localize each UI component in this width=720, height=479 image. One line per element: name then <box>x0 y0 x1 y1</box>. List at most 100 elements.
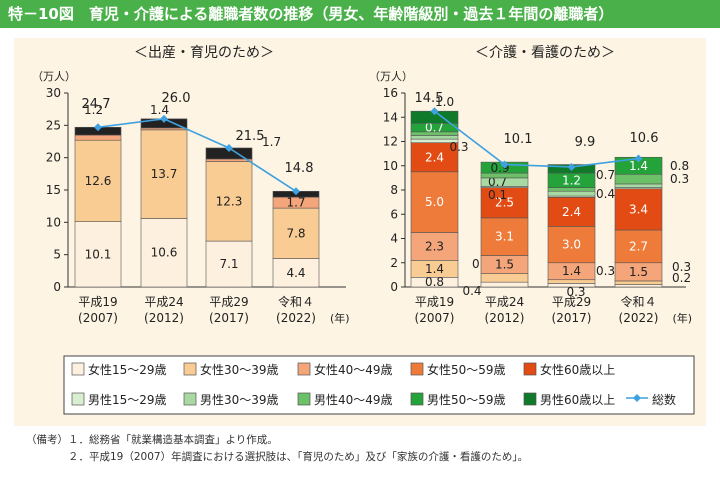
x-tick-label: 平成24 <box>485 295 524 309</box>
data-label: 3.1 <box>495 230 514 244</box>
total-point <box>292 187 300 196</box>
data-label: 0.7 <box>488 175 507 189</box>
bar-segment <box>547 187 596 192</box>
data-label: 0.3 <box>449 140 468 154</box>
bar-segment <box>410 171 459 233</box>
legend-swatch <box>410 392 424 406</box>
bar-segment <box>547 226 596 264</box>
total-line <box>434 110 639 168</box>
data-label: 3.0 <box>562 238 581 252</box>
y-tick-label: 14 <box>383 110 398 124</box>
total-label: 14.8 <box>285 161 314 176</box>
note-2: ２．平成19（2007）年調査における選択肢は、「育児のため」及び「家族の介護・… <box>26 451 529 463</box>
data-label: 5.0 <box>425 195 444 209</box>
x-tick-label: 平成19 <box>415 295 454 309</box>
data-label: 0.3 <box>596 264 615 278</box>
legend-label: 男性30～39歳 <box>200 393 279 407</box>
x-tick-label: 平成29 <box>209 295 248 309</box>
y-tick-label: 30 <box>46 86 61 100</box>
legend-swatch <box>523 392 537 406</box>
bar-segment <box>410 135 459 140</box>
bar-segment <box>547 190 596 197</box>
y-tick-label: 10 <box>46 215 61 229</box>
data-label: 2.3 <box>425 239 444 253</box>
x-tick-label: (2012) <box>144 311 184 325</box>
total-line <box>97 118 297 192</box>
x-tick-label: (2022) <box>619 311 659 325</box>
data-label: 0.4 <box>462 284 481 298</box>
x-tick-label: (2007) <box>78 311 118 325</box>
legend-label: 男性40～49歳 <box>314 393 393 407</box>
total-label: 9.9 <box>575 135 596 150</box>
note-1: （備考）１．総務省「就業構造基本調査」より作成。 <box>26 434 278 446</box>
y-axis-label: （万人） <box>369 70 413 83</box>
data-label: 0.4 <box>596 187 615 201</box>
y-tick-label: 25 <box>46 118 61 132</box>
data-label: 0.2 <box>672 271 691 285</box>
total-point <box>567 162 576 171</box>
data-label: 4.4 <box>286 266 305 280</box>
total-label: 10.6 <box>630 131 659 146</box>
data-label: 1.2 <box>562 173 581 187</box>
bar-segment <box>410 142 459 173</box>
chart-title: ＜介護・看護のため＞ <box>475 45 615 61</box>
legend-label: 男性15～29歳 <box>88 393 167 407</box>
total-point <box>94 123 102 132</box>
bar-segment <box>480 187 529 219</box>
legend-swatch <box>183 362 197 376</box>
legend-total-marker <box>633 394 641 402</box>
y-tick-label: 0 <box>53 280 61 294</box>
x-axis-unit: (年) <box>673 311 693 325</box>
legend-swatch <box>297 392 311 406</box>
data-label: 1.5 <box>629 265 648 279</box>
x-tick-label: (2017) <box>552 311 592 325</box>
y-tick-label: 8 <box>390 183 398 197</box>
legend-swatch <box>410 362 424 376</box>
legend-label: 女性60歳以上 <box>540 362 615 377</box>
legend-swatch <box>523 362 537 376</box>
legend-label: 女性40～49歳 <box>314 362 393 377</box>
total-point <box>225 143 233 152</box>
notes: （備考）１．総務省「就業構造基本調査」より作成。 ２．平成19（2007）年調査… <box>26 432 528 466</box>
data-label: 1.0 <box>435 95 454 109</box>
y-tick-label: 6 <box>390 207 398 221</box>
bar-segment <box>74 221 122 288</box>
data-label: 1.4 <box>562 264 581 278</box>
legend-label: 男性50～59歳 <box>427 393 506 407</box>
chart-panel: ＜出産・育児のため＞ （万人） 0 5 10 15 20 25 30 10.1 12.6 1.2 平成1… <box>14 38 706 426</box>
legend-swatch <box>71 362 85 376</box>
legend-label: 総数 <box>652 392 676 407</box>
bar-segment <box>480 273 529 283</box>
total-label: 21.5 <box>236 129 265 144</box>
bar-segment <box>205 161 253 242</box>
bar-segment <box>205 240 253 288</box>
bar-segment <box>480 217 529 256</box>
x-tick-label: (2017) <box>209 311 249 325</box>
total-point <box>430 107 439 116</box>
bar-segment <box>614 173 663 185</box>
bar-segment <box>614 188 663 231</box>
data-label: 0.3 <box>670 172 689 186</box>
bar-segment <box>480 281 529 288</box>
y-tick-label: 15 <box>46 183 61 197</box>
legend-label: 女性15～29歳 <box>88 362 167 377</box>
chart-title: ＜出産・育児のため＞ <box>134 45 274 61</box>
legend-swatch <box>297 362 311 376</box>
data-label: 0.3 <box>672 260 691 274</box>
y-tick-label: 20 <box>46 151 61 165</box>
bar-segment <box>272 207 320 259</box>
total-label: 26.0 <box>162 91 191 106</box>
x-tick-label: (2022) <box>276 311 316 325</box>
legend-label: 男性60歳以上 <box>540 393 615 407</box>
x-tick-label: 令和４ <box>620 294 656 309</box>
bar-segment <box>547 279 596 284</box>
legend-label: 女性30～39歳 <box>200 362 279 377</box>
figure-title: 特－10図 育児・介護による離職者数の推移（男女、年齢階級別・過去１年間の離職者… <box>0 0 720 28</box>
total-label: 14.5 <box>415 91 444 106</box>
total-point <box>160 114 168 123</box>
x-tick-label: 平成29 <box>552 295 591 309</box>
data-label: 7.1 <box>219 257 238 271</box>
total-label: 10.1 <box>504 132 533 147</box>
y-axis-label: （万人） <box>32 70 76 83</box>
y-tick-label: 4 <box>390 232 398 246</box>
